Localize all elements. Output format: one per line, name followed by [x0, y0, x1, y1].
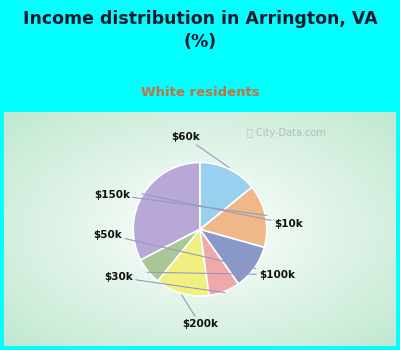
- Text: $200k: $200k: [182, 295, 218, 329]
- Text: $150k: $150k: [94, 189, 267, 215]
- Wedge shape: [200, 229, 264, 284]
- Text: $50k: $50k: [94, 230, 256, 268]
- Wedge shape: [133, 162, 200, 260]
- Wedge shape: [200, 229, 238, 295]
- Text: Income distribution in Arrington, VA
(%): Income distribution in Arrington, VA (%): [23, 10, 377, 51]
- Text: $10k: $10k: [142, 194, 302, 229]
- Text: $30k: $30k: [104, 272, 225, 293]
- Wedge shape: [200, 162, 252, 229]
- Wedge shape: [141, 229, 200, 281]
- Text: ⓘ City-Data.com: ⓘ City-Data.com: [247, 128, 326, 138]
- Wedge shape: [158, 229, 209, 296]
- Text: $100k: $100k: [147, 270, 295, 280]
- Text: $60k: $60k: [171, 132, 229, 168]
- Text: White residents: White residents: [141, 86, 259, 99]
- Wedge shape: [200, 187, 267, 247]
